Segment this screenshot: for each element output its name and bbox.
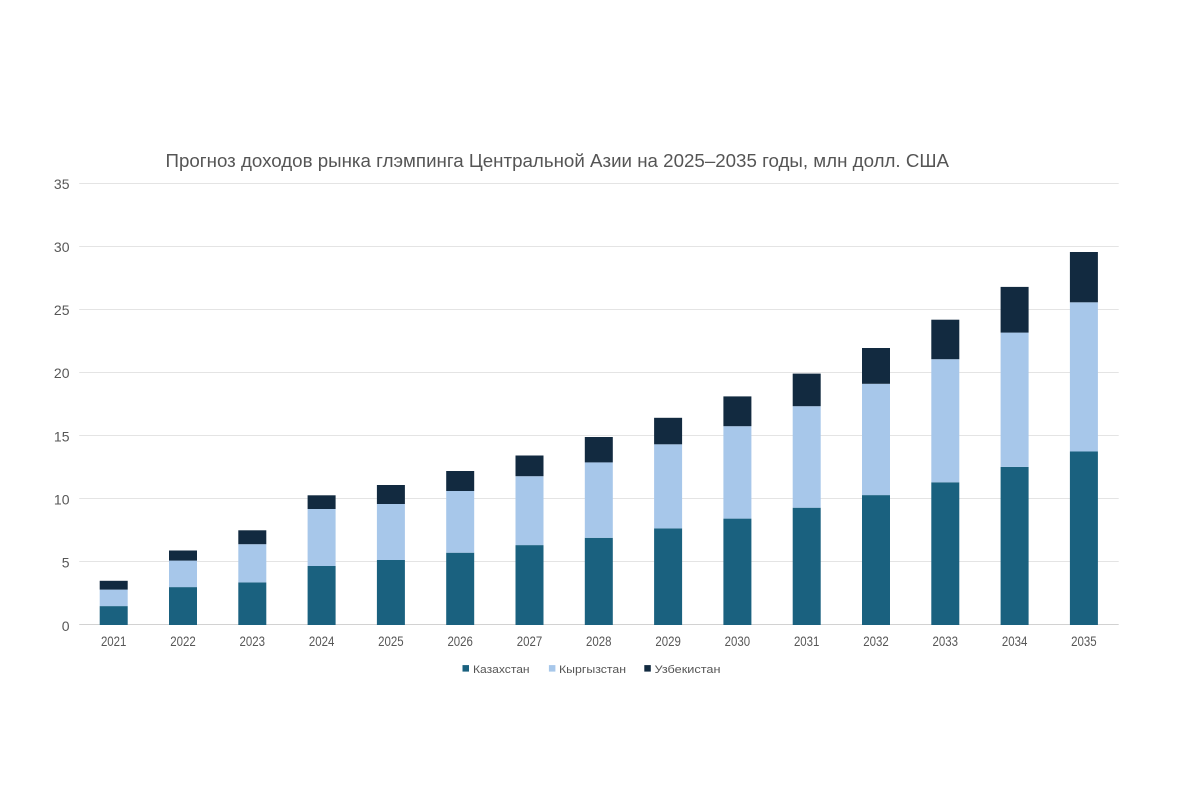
svg-text:2032: 2032 [863,633,889,649]
svg-text:2025: 2025 [378,633,404,649]
svg-text:Кыргызстан: Кыргызстан [559,664,626,676]
svg-text:Прогноз доходов рынка глэмпинг: Прогноз доходов рынка глэмпинга Централь… [166,151,950,171]
svg-text:Казахстан: Казахстан [473,664,530,676]
svg-text:20: 20 [54,365,70,381]
svg-text:0: 0 [62,618,70,634]
svg-text:30: 30 [54,239,70,255]
svg-text:2033: 2033 [933,633,959,649]
svg-text:2021: 2021 [101,633,127,649]
svg-text:2026: 2026 [447,633,473,649]
svg-text:25: 25 [54,302,70,318]
svg-text:10: 10 [54,492,70,508]
svg-text:15: 15 [54,428,70,444]
svg-text:2031: 2031 [794,633,820,649]
svg-text:2034: 2034 [1002,633,1028,649]
svg-text:2028: 2028 [586,633,612,649]
svg-text:Узбекистан: Узбекистан [655,664,721,676]
svg-text:2035: 2035 [1071,633,1097,649]
svg-text:5: 5 [62,555,70,571]
svg-text:35: 35 [54,176,70,192]
svg-text:2030: 2030 [725,633,751,649]
svg-text:2024: 2024 [309,633,335,649]
svg-text:2022: 2022 [170,633,196,649]
svg-text:2023: 2023 [240,633,266,649]
svg-text:2029: 2029 [655,633,681,649]
svg-text:2027: 2027 [517,633,543,649]
